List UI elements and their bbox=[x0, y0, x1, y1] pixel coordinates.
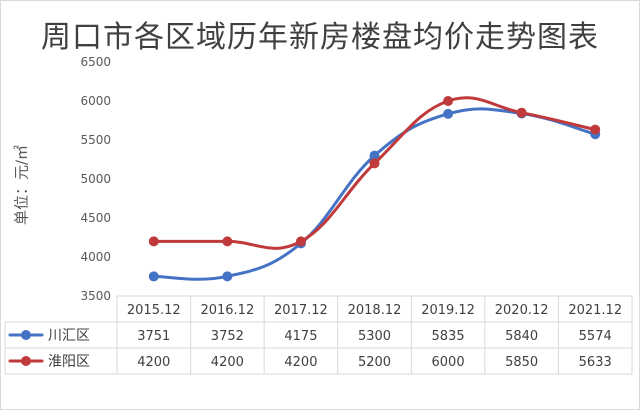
data-point bbox=[443, 96, 454, 106]
data-table-value: 4200 bbox=[284, 355, 317, 370]
data-table-value: 5850 bbox=[505, 355, 538, 370]
data-table-value: 4175 bbox=[284, 329, 317, 344]
data-table-value: 5835 bbox=[432, 329, 465, 344]
legend-marker bbox=[21, 356, 31, 366]
y-tick-label: 4000 bbox=[80, 250, 111, 264]
x-category-label: 2019.12 bbox=[421, 303, 475, 318]
x-category-label: 2015.12 bbox=[127, 303, 181, 318]
legend-series-name: 川汇区 bbox=[48, 328, 90, 344]
y-tick-label: 4500 bbox=[80, 211, 111, 225]
data-point bbox=[443, 108, 454, 119]
y-tick-label: 5000 bbox=[80, 172, 111, 186]
x-category-label: 2016.12 bbox=[200, 303, 254, 318]
data-table-value: 3752 bbox=[211, 329, 244, 344]
chart-title: 周口市各区域历年新房楼盘均价走势图表 bbox=[41, 20, 599, 55]
data-table-value: 5300 bbox=[358, 329, 391, 344]
data-table-value: 3751 bbox=[137, 329, 170, 344]
data-table-value: 5200 bbox=[358, 355, 391, 370]
series-line bbox=[152, 96, 597, 250]
legend-marker bbox=[21, 330, 31, 340]
x-category-label: 2017.12 bbox=[274, 303, 328, 318]
data-point bbox=[222, 236, 233, 247]
y-tick-label: 6500 bbox=[80, 55, 111, 69]
data-point bbox=[590, 124, 601, 135]
data-table-value: 6000 bbox=[432, 355, 465, 370]
data-point bbox=[148, 271, 159, 282]
data-table-value: 4200 bbox=[137, 355, 170, 370]
y-tick-label: 3500 bbox=[80, 289, 111, 303]
data-table-value: 4200 bbox=[211, 355, 244, 370]
data-table-value: 5633 bbox=[579, 355, 612, 370]
data-table-value: 5840 bbox=[505, 329, 538, 344]
data-point bbox=[295, 236, 306, 247]
y-tick-label: 6000 bbox=[80, 94, 111, 108]
data-point bbox=[369, 158, 380, 169]
y-tick-label: 5500 bbox=[80, 133, 111, 147]
legend-series-name: 淮阳区 bbox=[48, 354, 90, 370]
data-point bbox=[222, 271, 233, 282]
data-point bbox=[516, 107, 527, 118]
x-category-label: 2018.12 bbox=[348, 303, 402, 318]
series-line bbox=[152, 107, 597, 281]
x-category-label: 2021.12 bbox=[568, 303, 622, 318]
data-table-value: 5574 bbox=[579, 329, 612, 344]
x-category-label: 2020.12 bbox=[495, 303, 549, 318]
data-point bbox=[369, 150, 380, 161]
data-point bbox=[148, 236, 159, 247]
